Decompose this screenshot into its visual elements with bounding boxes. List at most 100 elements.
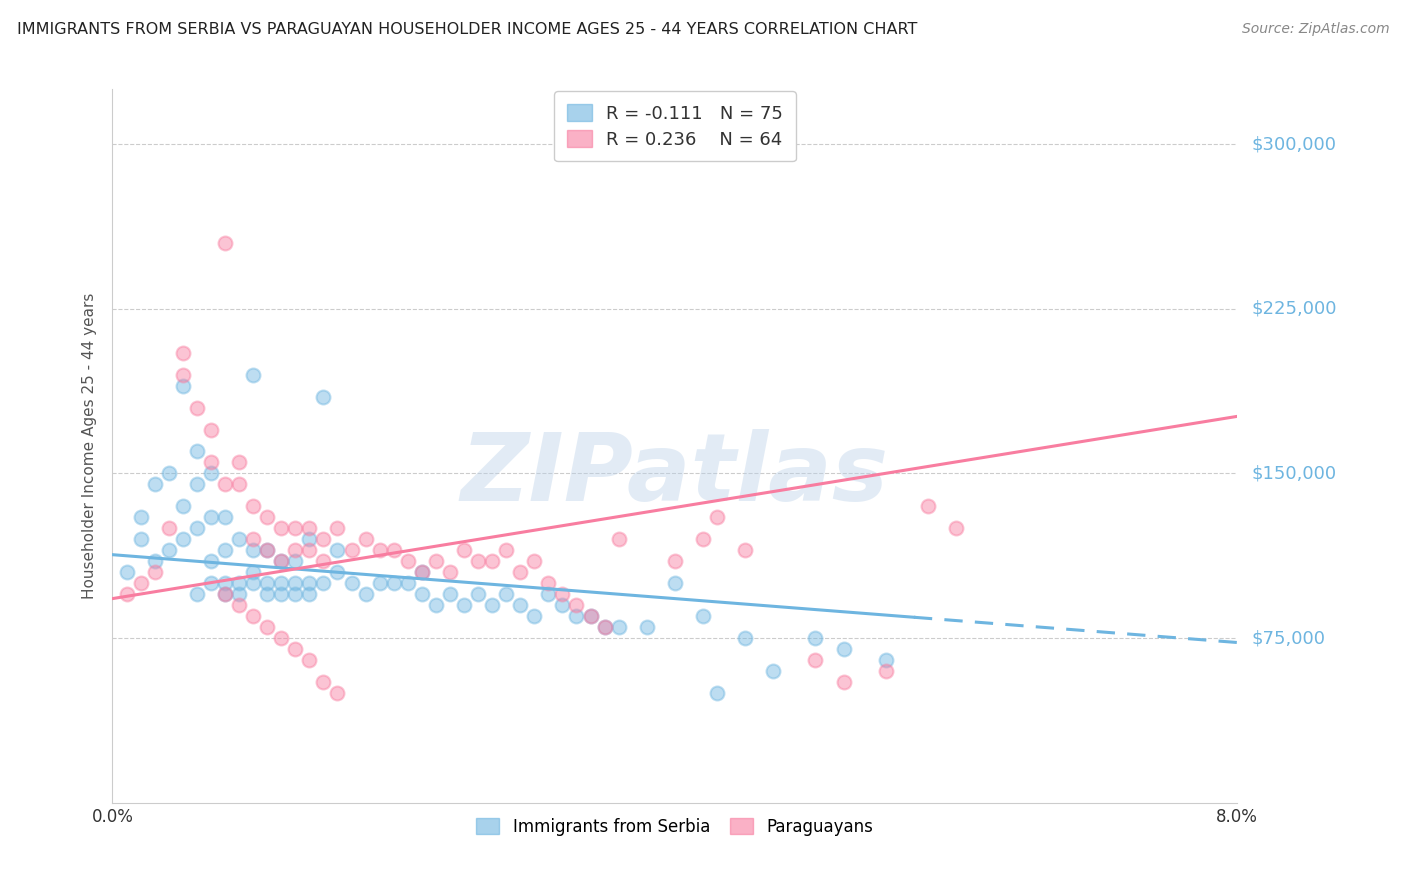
Point (172, 368, 194, 382)
Point (523, 609, 546, 624)
Point (354, 533, 377, 547)
Point (214, 576, 236, 591)
Point (242, 533, 264, 547)
Point (762, 664, 785, 678)
Point (481, 598, 503, 612)
Point (200, 467, 222, 481)
Point (270, 631, 292, 645)
Point (467, 587, 489, 601)
Point (326, 543, 349, 558)
Point (186, 521, 208, 535)
Point (579, 609, 602, 624)
Point (945, 521, 967, 535)
Point (312, 390, 335, 404)
Point (270, 521, 292, 535)
Point (875, 653, 897, 667)
Point (270, 587, 292, 601)
Point (664, 576, 686, 591)
Point (214, 587, 236, 601)
Point (129, 510, 152, 524)
Point (298, 587, 321, 601)
Point (186, 477, 208, 491)
Point (242, 566, 264, 580)
Point (298, 576, 321, 591)
Point (664, 554, 686, 568)
Point (495, 543, 517, 558)
Point (396, 576, 419, 591)
Point (214, 587, 236, 601)
Point (382, 543, 405, 558)
Point (284, 554, 307, 568)
Point (200, 423, 222, 437)
Point (832, 675, 855, 690)
Point (129, 533, 152, 547)
Point (115, 566, 138, 580)
Point (565, 598, 588, 612)
Point (256, 587, 278, 601)
Point (368, 576, 391, 591)
Legend: Immigrants from Serbia, Paraguayans: Immigrants from Serbia, Paraguayans (468, 810, 882, 845)
Point (256, 543, 278, 558)
Point (228, 477, 250, 491)
Point (214, 543, 236, 558)
Point (129, 576, 152, 591)
Text: $150,000: $150,000 (1251, 465, 1336, 483)
Point (298, 521, 321, 535)
Point (298, 653, 321, 667)
Point (200, 455, 222, 469)
Point (340, 543, 363, 558)
Point (439, 587, 461, 601)
Text: $300,000: $300,000 (1251, 135, 1336, 153)
Point (340, 576, 363, 591)
Point (256, 510, 278, 524)
Point (242, 368, 264, 382)
Point (326, 521, 349, 535)
Point (875, 664, 897, 678)
Point (804, 631, 827, 645)
Point (157, 467, 180, 481)
Point (382, 576, 405, 591)
Point (228, 576, 250, 591)
Point (312, 675, 335, 690)
Point (242, 543, 264, 558)
Point (256, 543, 278, 558)
Point (326, 566, 349, 580)
Point (284, 521, 307, 535)
Point (481, 554, 503, 568)
Point (284, 576, 307, 591)
Point (495, 587, 517, 601)
Point (284, 642, 307, 657)
Text: ZIPatlas: ZIPatlas (461, 428, 889, 521)
Point (467, 554, 489, 568)
Point (523, 554, 546, 568)
Point (692, 609, 714, 624)
Point (115, 587, 138, 601)
Point (186, 444, 208, 458)
Point (157, 521, 180, 535)
Point (298, 533, 321, 547)
Text: Source: ZipAtlas.com: Source: ZipAtlas.com (1241, 22, 1389, 37)
Point (593, 620, 616, 634)
Point (256, 576, 278, 591)
Point (607, 533, 630, 547)
Point (172, 533, 194, 547)
Point (228, 598, 250, 612)
Point (200, 510, 222, 524)
Point (706, 510, 728, 524)
Point (270, 576, 292, 591)
Point (537, 576, 560, 591)
Point (200, 576, 222, 591)
Point (172, 378, 194, 392)
Point (284, 587, 307, 601)
Point (804, 653, 827, 667)
Point (270, 554, 292, 568)
Point (579, 609, 602, 624)
Point (157, 543, 180, 558)
Point (636, 620, 658, 634)
Point (298, 543, 321, 558)
Point (411, 566, 433, 580)
Point (186, 401, 208, 415)
Point (593, 620, 616, 634)
Point (706, 686, 728, 700)
Point (734, 631, 756, 645)
